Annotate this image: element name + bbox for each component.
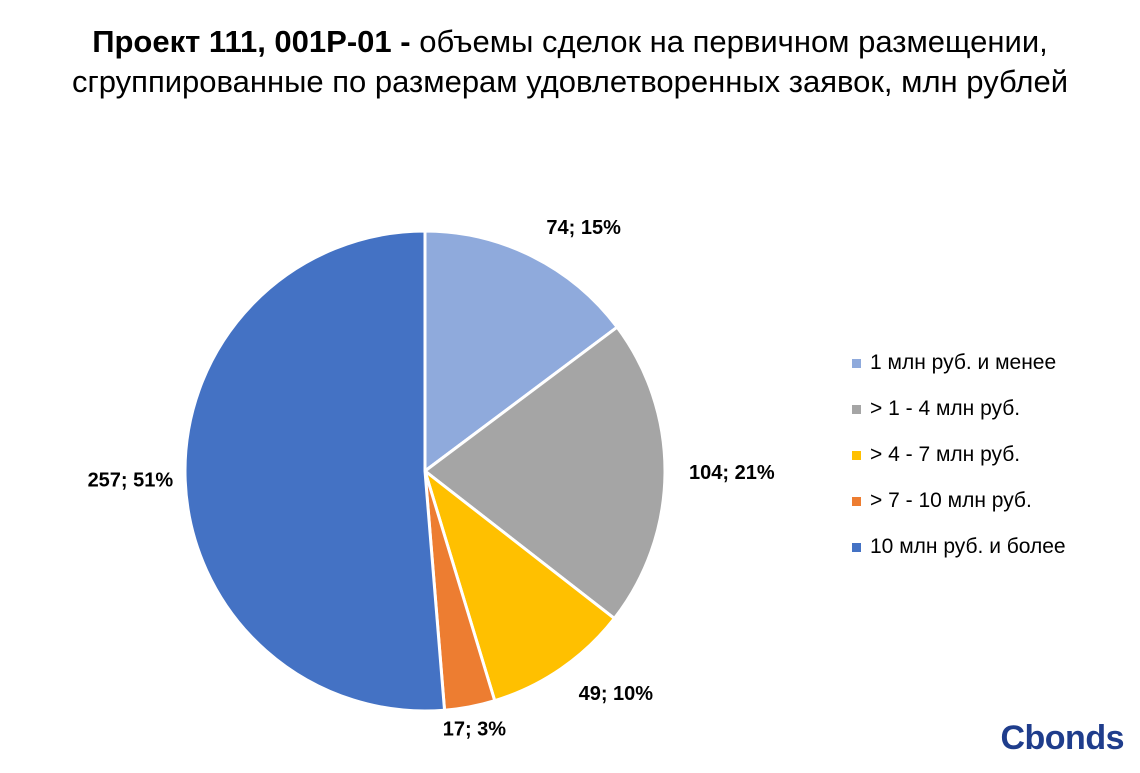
pie-slice <box>183 229 447 713</box>
legend-label: 10 млн руб. и более <box>870 535 1066 558</box>
data-label: 74; 15% <box>546 217 621 239</box>
legend-item: > 7 - 10 млн руб. <box>852 478 1140 524</box>
legend-label: > 4 - 7 млн руб. <box>870 443 1021 466</box>
data-label: 49; 10% <box>579 683 654 705</box>
legend-label: > 7 - 10 млн руб. <box>870 489 1032 512</box>
legend-item: 1 млн руб. и менее <box>852 340 1140 386</box>
chart-title-rest: объемы сделок на первичном размещении, с… <box>71 24 1069 99</box>
chart-title: Проект 111, 001P-01 - объемы сделок на п… <box>0 22 1140 102</box>
pie-slice <box>423 469 616 703</box>
chart-legend: 1 млн руб. и менее > 1 - 4 млн руб. > 4 - … <box>852 340 1140 570</box>
legend-swatch <box>852 404 861 414</box>
data-label: 104; 21% <box>689 462 775 484</box>
legend-label: 1 млн руб. и менее <box>870 351 1057 374</box>
cbonds-logo: Cbonds <box>1000 719 1124 757</box>
data-label: 257; 51% <box>88 470 174 492</box>
legend-swatch <box>852 496 861 506</box>
data-label: 17; 3% <box>443 719 507 741</box>
legend-swatch <box>852 450 861 460</box>
chart-title-bold: Проект 111, 001P-01 - <box>92 24 411 59</box>
legend-swatch <box>852 358 861 368</box>
pie-slice <box>423 229 619 473</box>
legend-item: > 4 - 7 млн руб. <box>852 432 1140 478</box>
legend-item: > 1 - 4 млн руб. <box>852 386 1140 432</box>
pie-slice <box>423 325 667 620</box>
legend-label: > 1 - 4 млн руб. <box>870 397 1021 420</box>
legend-item: 10 млн руб. и более <box>852 524 1140 570</box>
legend-swatch <box>852 542 861 552</box>
